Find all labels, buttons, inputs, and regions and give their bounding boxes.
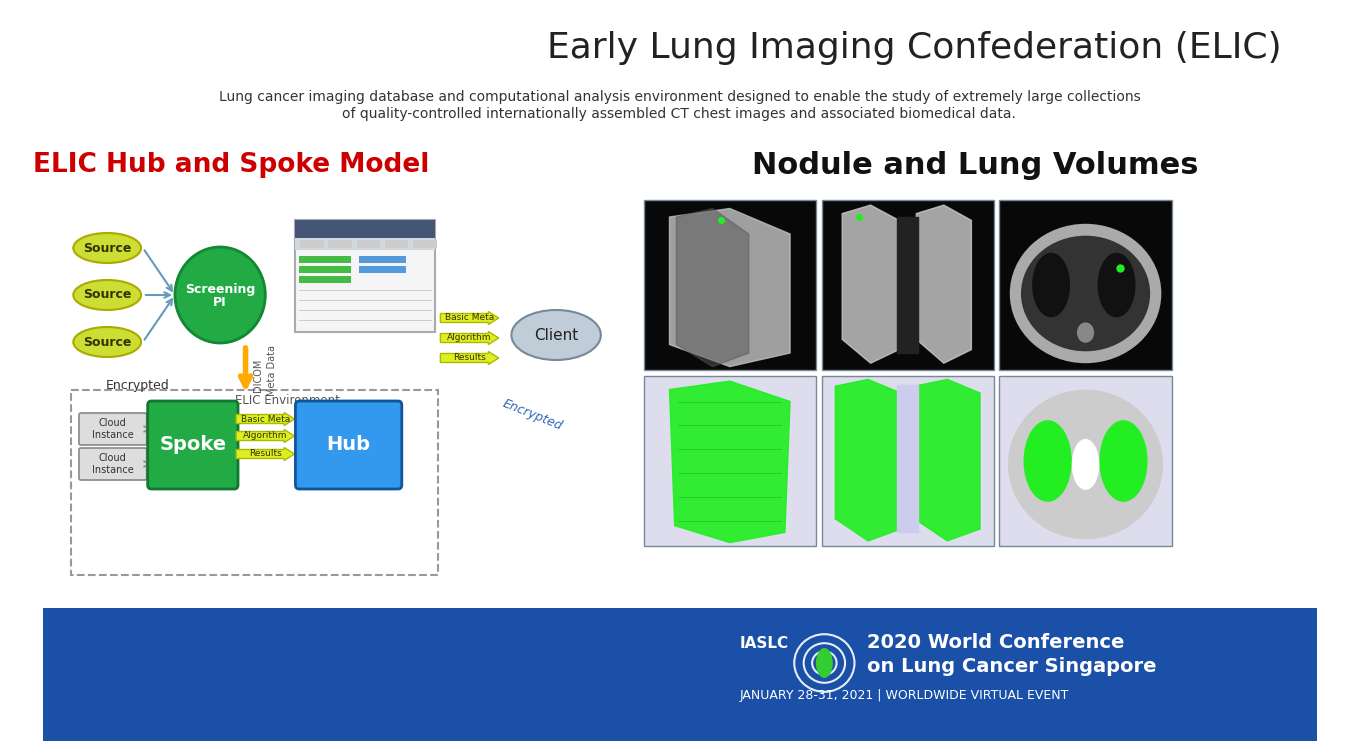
Text: Cloud
Instance: Cloud Instance [92, 418, 134, 440]
Text: Meta Data: Meta Data [267, 345, 277, 396]
Text: Source: Source [83, 288, 131, 302]
Ellipse shape [511, 310, 601, 360]
FancyArrow shape [440, 331, 499, 345]
FancyArrow shape [237, 413, 295, 425]
Ellipse shape [1009, 224, 1161, 363]
Bar [1000, 200, 1172, 370]
Circle shape [175, 247, 265, 343]
Bar [821, 200, 994, 370]
FancyBboxPatch shape [78, 413, 146, 445]
Ellipse shape [73, 327, 141, 357]
Ellipse shape [1077, 322, 1095, 343]
Text: ELIC Environment: ELIC Environment [235, 393, 341, 407]
Text: Lung cancer imaging database and computational analysis environment designed to : Lung cancer imaging database and computa… [219, 90, 1141, 104]
Text: Encrypted: Encrypted [501, 397, 564, 433]
Polygon shape [835, 379, 901, 541]
Bar [357, 240, 380, 248]
Ellipse shape [1008, 390, 1164, 539]
Text: PI: PI [214, 296, 227, 310]
Text: JANUARY 28-31, 2021 | WORLDWIDE VIRTUAL EVENT: JANUARY 28-31, 2021 | WORLDWIDE VIRTUAL … [740, 689, 1069, 702]
Bar [360, 266, 406, 273]
Text: Source: Source [83, 242, 131, 254]
Text: Encrypted: Encrypted [106, 379, 169, 391]
Ellipse shape [1100, 420, 1147, 502]
Ellipse shape [1022, 236, 1150, 351]
Polygon shape [670, 208, 790, 367]
Ellipse shape [816, 648, 833, 678]
Ellipse shape [1072, 439, 1100, 490]
Polygon shape [897, 217, 917, 353]
Text: Screening: Screening [185, 282, 256, 296]
Text: Results: Results [453, 353, 486, 362]
Bar [1000, 376, 1172, 546]
FancyBboxPatch shape [78, 448, 146, 480]
Bar [360, 256, 406, 263]
Polygon shape [842, 205, 898, 363]
Text: Hub: Hub [326, 436, 371, 454]
Ellipse shape [73, 280, 141, 310]
Text: Algorithm: Algorithm [448, 333, 491, 342]
Text: Cloud
Instance: Cloud Instance [92, 453, 134, 475]
FancyArrow shape [237, 430, 295, 442]
Bar [821, 376, 994, 546]
Bar [299, 276, 350, 283]
Bar [43, 608, 1316, 741]
Text: DICOM: DICOM [253, 359, 262, 392]
Polygon shape [897, 385, 917, 532]
Ellipse shape [1097, 253, 1135, 317]
FancyBboxPatch shape [295, 220, 434, 332]
Polygon shape [676, 208, 748, 367]
Bar [300, 240, 323, 248]
Bar [384, 240, 409, 248]
Bar [299, 256, 350, 263]
FancyArrow shape [237, 448, 295, 460]
Text: Algorithm: Algorithm [244, 431, 288, 440]
FancyArrow shape [440, 351, 499, 365]
Text: Spoke: Spoke [160, 436, 226, 454]
FancyBboxPatch shape [147, 401, 238, 489]
Text: Basic Meta: Basic Meta [445, 313, 494, 322]
Text: 2020 World Conference: 2020 World Conference [867, 634, 1124, 653]
Ellipse shape [1032, 253, 1070, 317]
FancyArrow shape [440, 311, 499, 325]
Text: IASLC: IASLC [740, 636, 789, 651]
Bar [295, 220, 434, 238]
Bar [644, 376, 816, 546]
Polygon shape [670, 381, 790, 542]
Bar [329, 240, 352, 248]
Ellipse shape [73, 233, 141, 263]
Bar [299, 266, 350, 273]
Polygon shape [915, 379, 980, 541]
FancyBboxPatch shape [295, 401, 402, 489]
Text: Nodule and Lung Volumes: Nodule and Lung Volumes [752, 150, 1199, 179]
Text: ELIC Hub and Spoke Model: ELIC Hub and Spoke Model [34, 152, 430, 178]
Text: Basic Meta: Basic Meta [241, 414, 290, 424]
Ellipse shape [1024, 420, 1072, 502]
Text: Client: Client [534, 328, 578, 342]
Polygon shape [916, 205, 971, 363]
Text: of quality-controlled internationally assembled CT chest images and associated b: of quality-controlled internationally as… [342, 107, 1016, 121]
Bar [644, 200, 816, 370]
Text: on Lung Cancer Singapore: on Lung Cancer Singapore [867, 657, 1157, 676]
Bar [413, 240, 437, 248]
Text: Source: Source [83, 336, 131, 348]
Text: Early Lung Imaging Confederation (ELIC): Early Lung Imaging Confederation (ELIC) [548, 31, 1283, 65]
Text: Results: Results [249, 450, 281, 459]
Bar [295, 238, 434, 250]
